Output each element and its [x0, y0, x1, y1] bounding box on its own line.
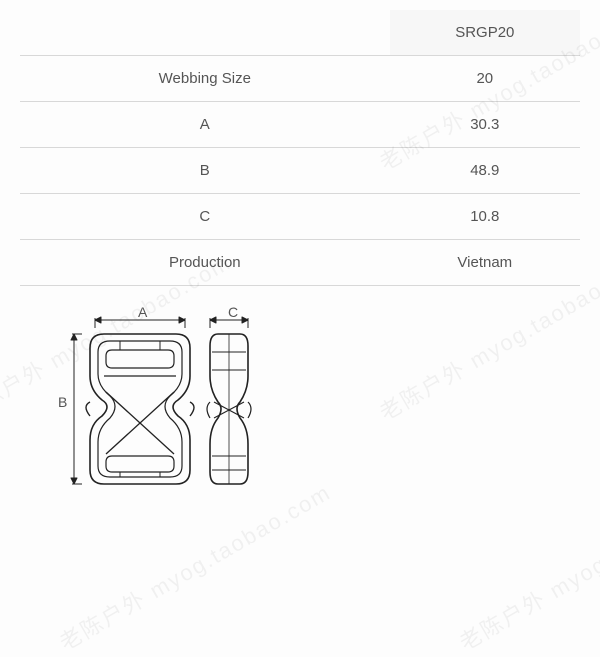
table-row: Webbing Size20 [20, 56, 580, 102]
table-row: C10.8 [20, 194, 580, 240]
row-value: 20 [390, 56, 580, 102]
table-row: A30.3 [20, 102, 580, 148]
row-value: Vietnam [390, 240, 580, 286]
table-row: B48.9 [20, 148, 580, 194]
buckle-drawing [60, 306, 290, 506]
dim-label-C: C [228, 304, 238, 320]
dim-label-A: A [138, 304, 147, 320]
row-label: A [20, 102, 390, 148]
row-label: C [20, 194, 390, 240]
row-value: 10.8 [390, 194, 580, 240]
row-label: B [20, 148, 390, 194]
header-model: SRGP20 [390, 10, 580, 56]
row-value: 30.3 [390, 102, 580, 148]
diagram: A C B [60, 306, 300, 511]
row-value: 48.9 [390, 148, 580, 194]
row-label: Webbing Size [20, 56, 390, 102]
row-label: Production [20, 240, 390, 286]
table-header-row: SRGP20 [20, 10, 580, 56]
spec-table: SRGP20 Webbing Size20A30.3B48.9C10.8Prod… [20, 10, 580, 286]
dim-label-B: B [58, 394, 67, 410]
table-row: ProductionVietnam [20, 240, 580, 286]
header-empty [20, 10, 390, 56]
watermark: 老陈户外 myog.taobao.com [453, 475, 600, 657]
